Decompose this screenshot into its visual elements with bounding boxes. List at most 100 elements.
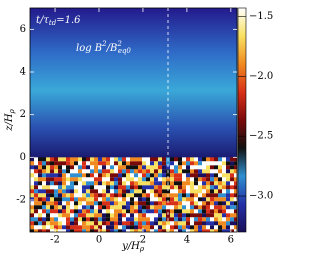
turbulence-cell <box>230 169 234 174</box>
turbulence-cell <box>98 173 102 178</box>
turbulence-cell <box>114 165 118 170</box>
turbulence-cell <box>174 197 178 202</box>
turbulence-cell <box>166 197 170 202</box>
turbulence-cell <box>42 157 46 162</box>
turbulence-cell <box>154 221 158 226</box>
turbulence-cell <box>46 205 50 210</box>
turbulence-cell <box>202 169 206 174</box>
turbulence-cell <box>42 217 46 222</box>
turbulence-cell <box>182 213 186 218</box>
turbulence-cell <box>190 197 194 202</box>
turbulence-cell <box>30 217 34 222</box>
turbulence-cell <box>162 225 166 230</box>
turbulence-cell <box>94 205 98 210</box>
turbulence-cell <box>226 193 230 198</box>
turbulence-cell <box>86 221 90 226</box>
turbulence-cell <box>86 169 90 174</box>
turbulence-cell <box>106 173 110 178</box>
turbulence-cell <box>130 185 134 190</box>
turbulence-cell <box>82 229 86 232</box>
turbulence-cell <box>70 229 74 232</box>
turbulence-cell <box>86 165 90 170</box>
turbulence-cell <box>74 165 78 170</box>
turbulence-cell <box>78 225 82 230</box>
turbulence-cell <box>162 157 166 162</box>
turbulence-cell <box>210 181 214 186</box>
turbulence-cell <box>230 193 234 198</box>
turbulence-cell <box>110 225 114 230</box>
turbulence-cell <box>114 217 118 222</box>
turbulence-cell <box>122 205 126 210</box>
turbulence-cell <box>170 217 174 222</box>
turbulence-cell <box>142 201 146 206</box>
turbulence-cell <box>234 177 237 182</box>
turbulence-cell <box>218 189 222 194</box>
turbulence-cell <box>178 229 182 232</box>
turbulence-cell <box>198 201 202 206</box>
turbulence-cell <box>66 217 70 222</box>
turbulence-cell <box>126 229 130 232</box>
turbulence-cell <box>206 161 210 166</box>
turbulence-cell <box>218 161 222 166</box>
turbulence-cell <box>198 221 202 226</box>
turbulence-cell <box>222 165 226 170</box>
turbulence-cell <box>78 197 82 202</box>
turbulence-cell <box>226 209 230 214</box>
turbulence-cell <box>126 217 130 222</box>
turbulence-cell <box>38 197 42 202</box>
turbulence-cell <box>178 185 182 190</box>
turbulence-cell <box>114 221 118 226</box>
turbulence-cell <box>58 201 62 206</box>
turbulence-cell <box>130 169 134 174</box>
turbulence-cell <box>154 177 158 182</box>
turbulence-cell <box>70 201 74 206</box>
turbulence-cell <box>198 185 202 190</box>
turbulence-cell <box>158 185 162 190</box>
turbulence-cell <box>210 201 214 206</box>
turbulence-cell <box>190 161 194 166</box>
turbulence-cell <box>74 157 78 162</box>
turbulence-cell <box>62 221 66 226</box>
turbulence-cell <box>110 213 114 218</box>
turbulence-cell <box>66 185 70 190</box>
turbulence-cell <box>66 229 70 232</box>
turbulence-cell <box>154 217 158 222</box>
turbulence-cell <box>82 173 86 178</box>
turbulence-cell <box>194 173 198 178</box>
turbulence-cell <box>42 173 46 178</box>
turbulence-cell <box>130 165 134 170</box>
turbulence-cell <box>226 205 230 210</box>
turbulence-cell <box>70 197 74 202</box>
turbulence-cell <box>150 201 154 206</box>
turbulence-cell <box>162 193 166 198</box>
turbulence-cell <box>234 157 237 162</box>
turbulence-cell <box>82 225 86 230</box>
turbulence-cell <box>62 161 66 166</box>
turbulence-cell <box>202 185 206 190</box>
turbulence-cell <box>42 205 46 210</box>
turbulence-cell <box>42 181 46 186</box>
turbulence-cell <box>34 181 38 186</box>
turbulence-cell <box>34 193 38 198</box>
turbulence-cell <box>130 173 134 178</box>
turbulence-cell <box>38 225 42 230</box>
turbulence-cell <box>94 201 98 206</box>
turbulence-cell <box>210 193 214 198</box>
turbulence-cell <box>42 213 46 218</box>
turbulence-cell <box>230 173 234 178</box>
turbulence-cell <box>230 201 234 206</box>
turbulence-cell <box>62 193 66 198</box>
turbulence-cell <box>86 209 90 214</box>
turbulence-cell <box>226 165 230 170</box>
turbulence-cell <box>138 169 142 174</box>
turbulence-cell <box>214 217 218 222</box>
turbulence-cell <box>174 173 178 178</box>
turbulence-cell <box>194 161 198 166</box>
turbulence-cell <box>130 229 134 232</box>
turbulence-cell <box>146 177 150 182</box>
turbulence-cell <box>82 169 86 174</box>
turbulence-cell <box>122 173 126 178</box>
turbulence-cell <box>162 189 166 194</box>
turbulence-cell <box>194 221 198 226</box>
turbulence-cell <box>146 229 150 232</box>
